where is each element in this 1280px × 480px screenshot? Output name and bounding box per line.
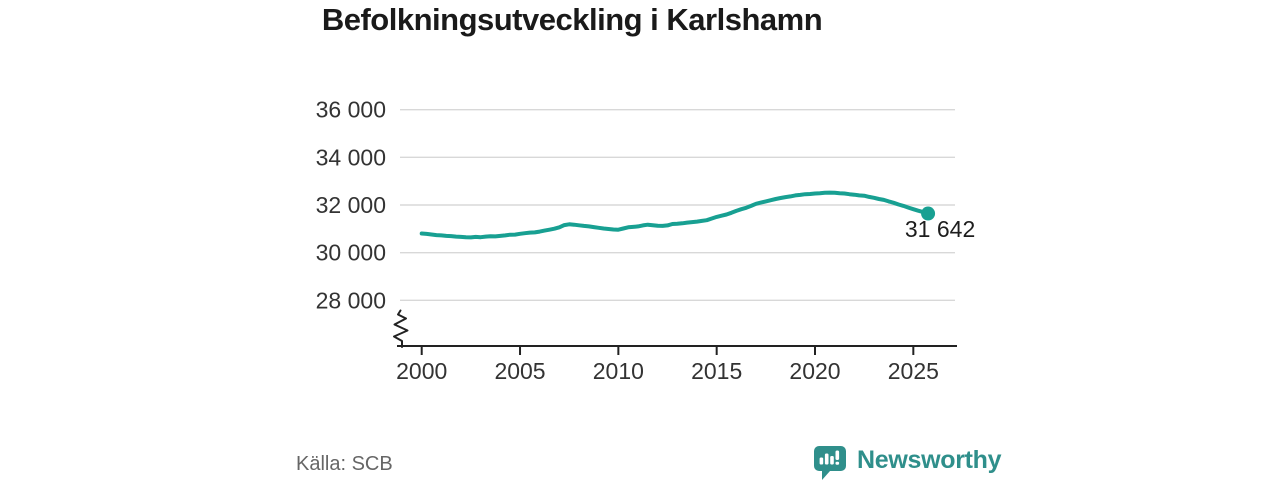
chart-title: Befolkningsutveckling i Karlshamn (321, 2, 823, 37)
y-tick-label: 32 000 (316, 192, 386, 218)
newsworthy-bubble-chart-icon (814, 446, 846, 480)
latest-value-label: 31 642 (905, 216, 975, 242)
latest-value-dot (921, 206, 936, 221)
x-tick-label: 2005 (494, 358, 545, 384)
y-tick-label: 30 000 (316, 240, 386, 266)
source-note: Källa: SCB (296, 453, 393, 475)
axis-break-icon (393, 309, 409, 348)
population-series-line (419, 190, 931, 240)
x-tick-label: 2015 (691, 358, 742, 384)
newsworthy-logo[interactable]: Newsworthy (812, 444, 1002, 480)
y-tick-label: 34 000 (316, 144, 386, 170)
y-tick-label: 36 000 (316, 97, 386, 123)
y-tick-label: 28 000 (316, 287, 386, 313)
x-tick-label: 2020 (789, 358, 840, 384)
x-tick-label: 2010 (593, 358, 644, 384)
x-tick-label: 2025 (888, 358, 939, 384)
newsworthy-wordmark: Newsworthy (857, 446, 1002, 474)
x-tick-label: 2000 (396, 358, 447, 384)
